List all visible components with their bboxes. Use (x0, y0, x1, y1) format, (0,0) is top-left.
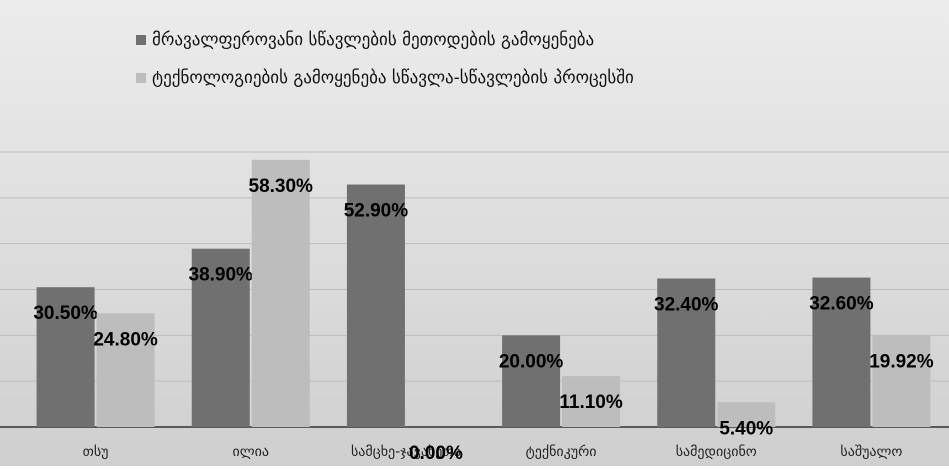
legend-label: მრავალფეროვანი სწავლების მეთოდების გამოყ… (152, 30, 594, 50)
value-label: 38.90% (189, 265, 254, 286)
x-tick-label: თსუ (83, 444, 109, 460)
bar (562, 376, 621, 427)
value-label: 5.40% (719, 418, 773, 439)
legend-swatch (136, 35, 146, 45)
bar (191, 248, 250, 427)
x-tick-label: ილია (232, 444, 269, 460)
bar (812, 277, 871, 427)
bar (657, 278, 716, 427)
x-tick-label: სამცხე-ჯავახეთი (351, 444, 461, 460)
value-label: 30.50% (33, 303, 98, 324)
value-label: 32.40% (654, 295, 719, 316)
legend-label: ტექნოლოგიების გამოყენება სწავლა-სწავლები… (152, 68, 634, 88)
value-label: 19.92% (869, 352, 934, 373)
x-tick-label: საშუალო (840, 444, 902, 460)
bar (251, 159, 310, 427)
bar (96, 313, 155, 427)
value-label: 0.00% (409, 443, 463, 464)
value-label: 20.00% (499, 351, 564, 372)
bar (872, 335, 931, 427)
bar (502, 335, 561, 427)
bar (346, 184, 405, 427)
value-label: 11.10% (559, 392, 622, 413)
legend-swatch (136, 73, 146, 83)
value-label: 32.60% (809, 294, 874, 315)
bar (36, 287, 95, 427)
value-label: 52.90% (344, 201, 409, 222)
value-label: 24.80% (93, 329, 158, 350)
value-label: 58.30% (249, 176, 314, 197)
x-tick-label: ტექნიკური (526, 443, 597, 460)
bar (717, 402, 776, 427)
x-tick-label: სამედიცინო (676, 444, 757, 460)
